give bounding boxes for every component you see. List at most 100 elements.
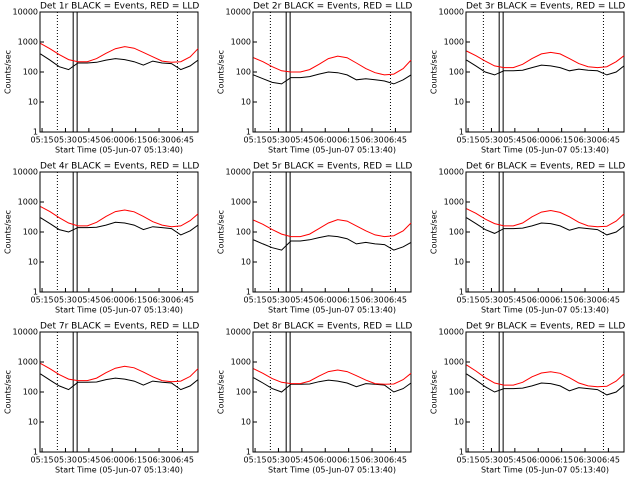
x-tick-label: 05:30	[54, 136, 77, 145]
x-tick-label: 05:15	[457, 136, 480, 145]
x-tick-label: 06:30	[360, 296, 383, 305]
y-tick-label: 1000	[18, 198, 38, 207]
y-axis-label: Counts/sec	[4, 370, 13, 414]
chart-title: Det 9r BLACK = Events, RED = LLD	[466, 322, 625, 332]
plot-frame	[465, 331, 625, 453]
x-tick-label: 05:30	[267, 456, 290, 465]
y-tick-label: 1	[459, 128, 464, 137]
y-tick-label: 100	[236, 228, 251, 237]
chart-title: Det 5r BLACK = Events, RED = LLD	[253, 162, 412, 172]
series-line	[466, 208, 625, 228]
x-tick-label: 06:15	[124, 296, 147, 305]
series-line	[466, 364, 625, 388]
y-tick-label: 1	[459, 288, 464, 297]
x-tick-label: 05:45	[77, 296, 100, 305]
y-tick-label: 1	[33, 448, 38, 457]
x-tick-label: 05:30	[480, 296, 503, 305]
y-tick-label: 10	[28, 98, 38, 107]
x-axis-label: Start Time (05-Jun-07 05:13:40)	[481, 146, 609, 155]
flag-box	[72, 11, 78, 133]
y-tick-label: 10	[454, 258, 464, 267]
series-line	[253, 377, 412, 393]
y-tick-label: 100	[23, 228, 38, 237]
x-tick-label: 05:45	[290, 296, 313, 305]
x-axis-label: Start Time (05-Jun-07 05:13:40)	[481, 466, 609, 475]
y-axis-label: Counts/sec	[217, 370, 226, 414]
x-tick-label: 06:00	[101, 136, 124, 145]
y-tick-label: 1	[33, 128, 38, 137]
y-tick-label: 10	[454, 418, 464, 427]
chart-title: Det 7r BLACK = Events, RED = LLD	[40, 322, 199, 332]
flag-box	[72, 171, 78, 293]
y-tick-label: 10000	[226, 8, 251, 17]
x-tick-label: 06:00	[101, 296, 124, 305]
y-tick-label: 10000	[439, 8, 464, 17]
x-tick-label: 06:15	[337, 136, 360, 145]
x-axis-label: Start Time (05-Jun-07 05:13:40)	[55, 306, 183, 315]
series-line	[40, 362, 199, 383]
x-tick-label: 06:30	[360, 136, 383, 145]
x-tick-label: 06:00	[314, 296, 337, 305]
x-tick-label: 05:45	[290, 456, 313, 465]
x-tick-label: 05:15	[31, 296, 54, 305]
x-tick-label: 06:15	[550, 296, 573, 305]
x-tick-label: 05:30	[480, 456, 503, 465]
y-tick-label: 1000	[444, 198, 464, 207]
x-tick-label: 06:30	[147, 136, 170, 145]
y-tick-label: 10000	[13, 168, 38, 177]
x-tick-label: 05:15	[457, 296, 480, 305]
y-axis-label: Counts/sec	[4, 50, 13, 94]
y-axis-label: Counts/sec	[430, 50, 439, 94]
y-tick-label: 10000	[226, 168, 251, 177]
chart-title: Det 6r BLACK = Events, RED = LLD	[466, 162, 625, 172]
x-tick-label: 06:00	[314, 456, 337, 465]
y-tick-label: 1	[459, 448, 464, 457]
x-tick-label: 06:45	[384, 296, 407, 305]
x-tick-label: 06:30	[360, 456, 383, 465]
x-tick-label: 06:15	[337, 456, 360, 465]
y-tick-label: 100	[23, 388, 38, 397]
series-line	[253, 55, 412, 76]
y-tick-label: 10	[28, 418, 38, 427]
x-axis-label: Start Time (05-Jun-07 05:13:40)	[268, 466, 396, 475]
x-tick-label: 06:00	[527, 296, 550, 305]
plot-frame	[252, 331, 412, 453]
x-tick-label: 06:30	[573, 136, 596, 145]
x-tick-label: 06:30	[147, 456, 170, 465]
x-tick-label: 05:15	[31, 136, 54, 145]
x-tick-label: 06:45	[597, 296, 620, 305]
x-tick-label: 06:45	[384, 456, 407, 465]
x-tick-label: 06:15	[550, 456, 573, 465]
series-line	[466, 59, 625, 76]
chart-title: Det 3r BLACK = Events, RED = LLD	[466, 2, 625, 12]
x-tick-label: 06:00	[527, 456, 550, 465]
y-tick-label: 1	[33, 288, 38, 297]
x-tick-label: 06:00	[101, 456, 124, 465]
flag-box	[498, 171, 504, 293]
series-line	[253, 235, 412, 251]
y-tick-label: 1	[246, 448, 251, 457]
y-tick-label: 10000	[439, 328, 464, 337]
y-axis-label: Counts/sec	[217, 210, 226, 254]
y-tick-label: 10000	[13, 328, 38, 337]
x-tick-label: 05:15	[457, 456, 480, 465]
y-tick-label: 10000	[226, 328, 251, 337]
x-tick-label: 06:15	[124, 136, 147, 145]
y-tick-label: 100	[449, 388, 464, 397]
x-tick-label: 05:15	[31, 456, 54, 465]
series-line	[466, 50, 625, 69]
x-tick-label: 06:00	[527, 136, 550, 145]
y-tick-label: 10	[241, 258, 251, 267]
series-line	[253, 219, 412, 238]
y-tick-label: 1000	[444, 38, 464, 47]
x-tick-label: 05:30	[480, 136, 503, 145]
x-tick-label: 06:30	[147, 296, 170, 305]
x-tick-label: 05:15	[244, 296, 267, 305]
x-tick-label: 05:30	[54, 296, 77, 305]
x-tick-label: 05:45	[290, 136, 313, 145]
y-tick-label: 1000	[231, 198, 251, 207]
x-tick-label: 06:45	[597, 456, 620, 465]
y-axis-label: Counts/sec	[430, 210, 439, 254]
chart-title: Det 2r BLACK = Events, RED = LLD	[253, 2, 412, 12]
